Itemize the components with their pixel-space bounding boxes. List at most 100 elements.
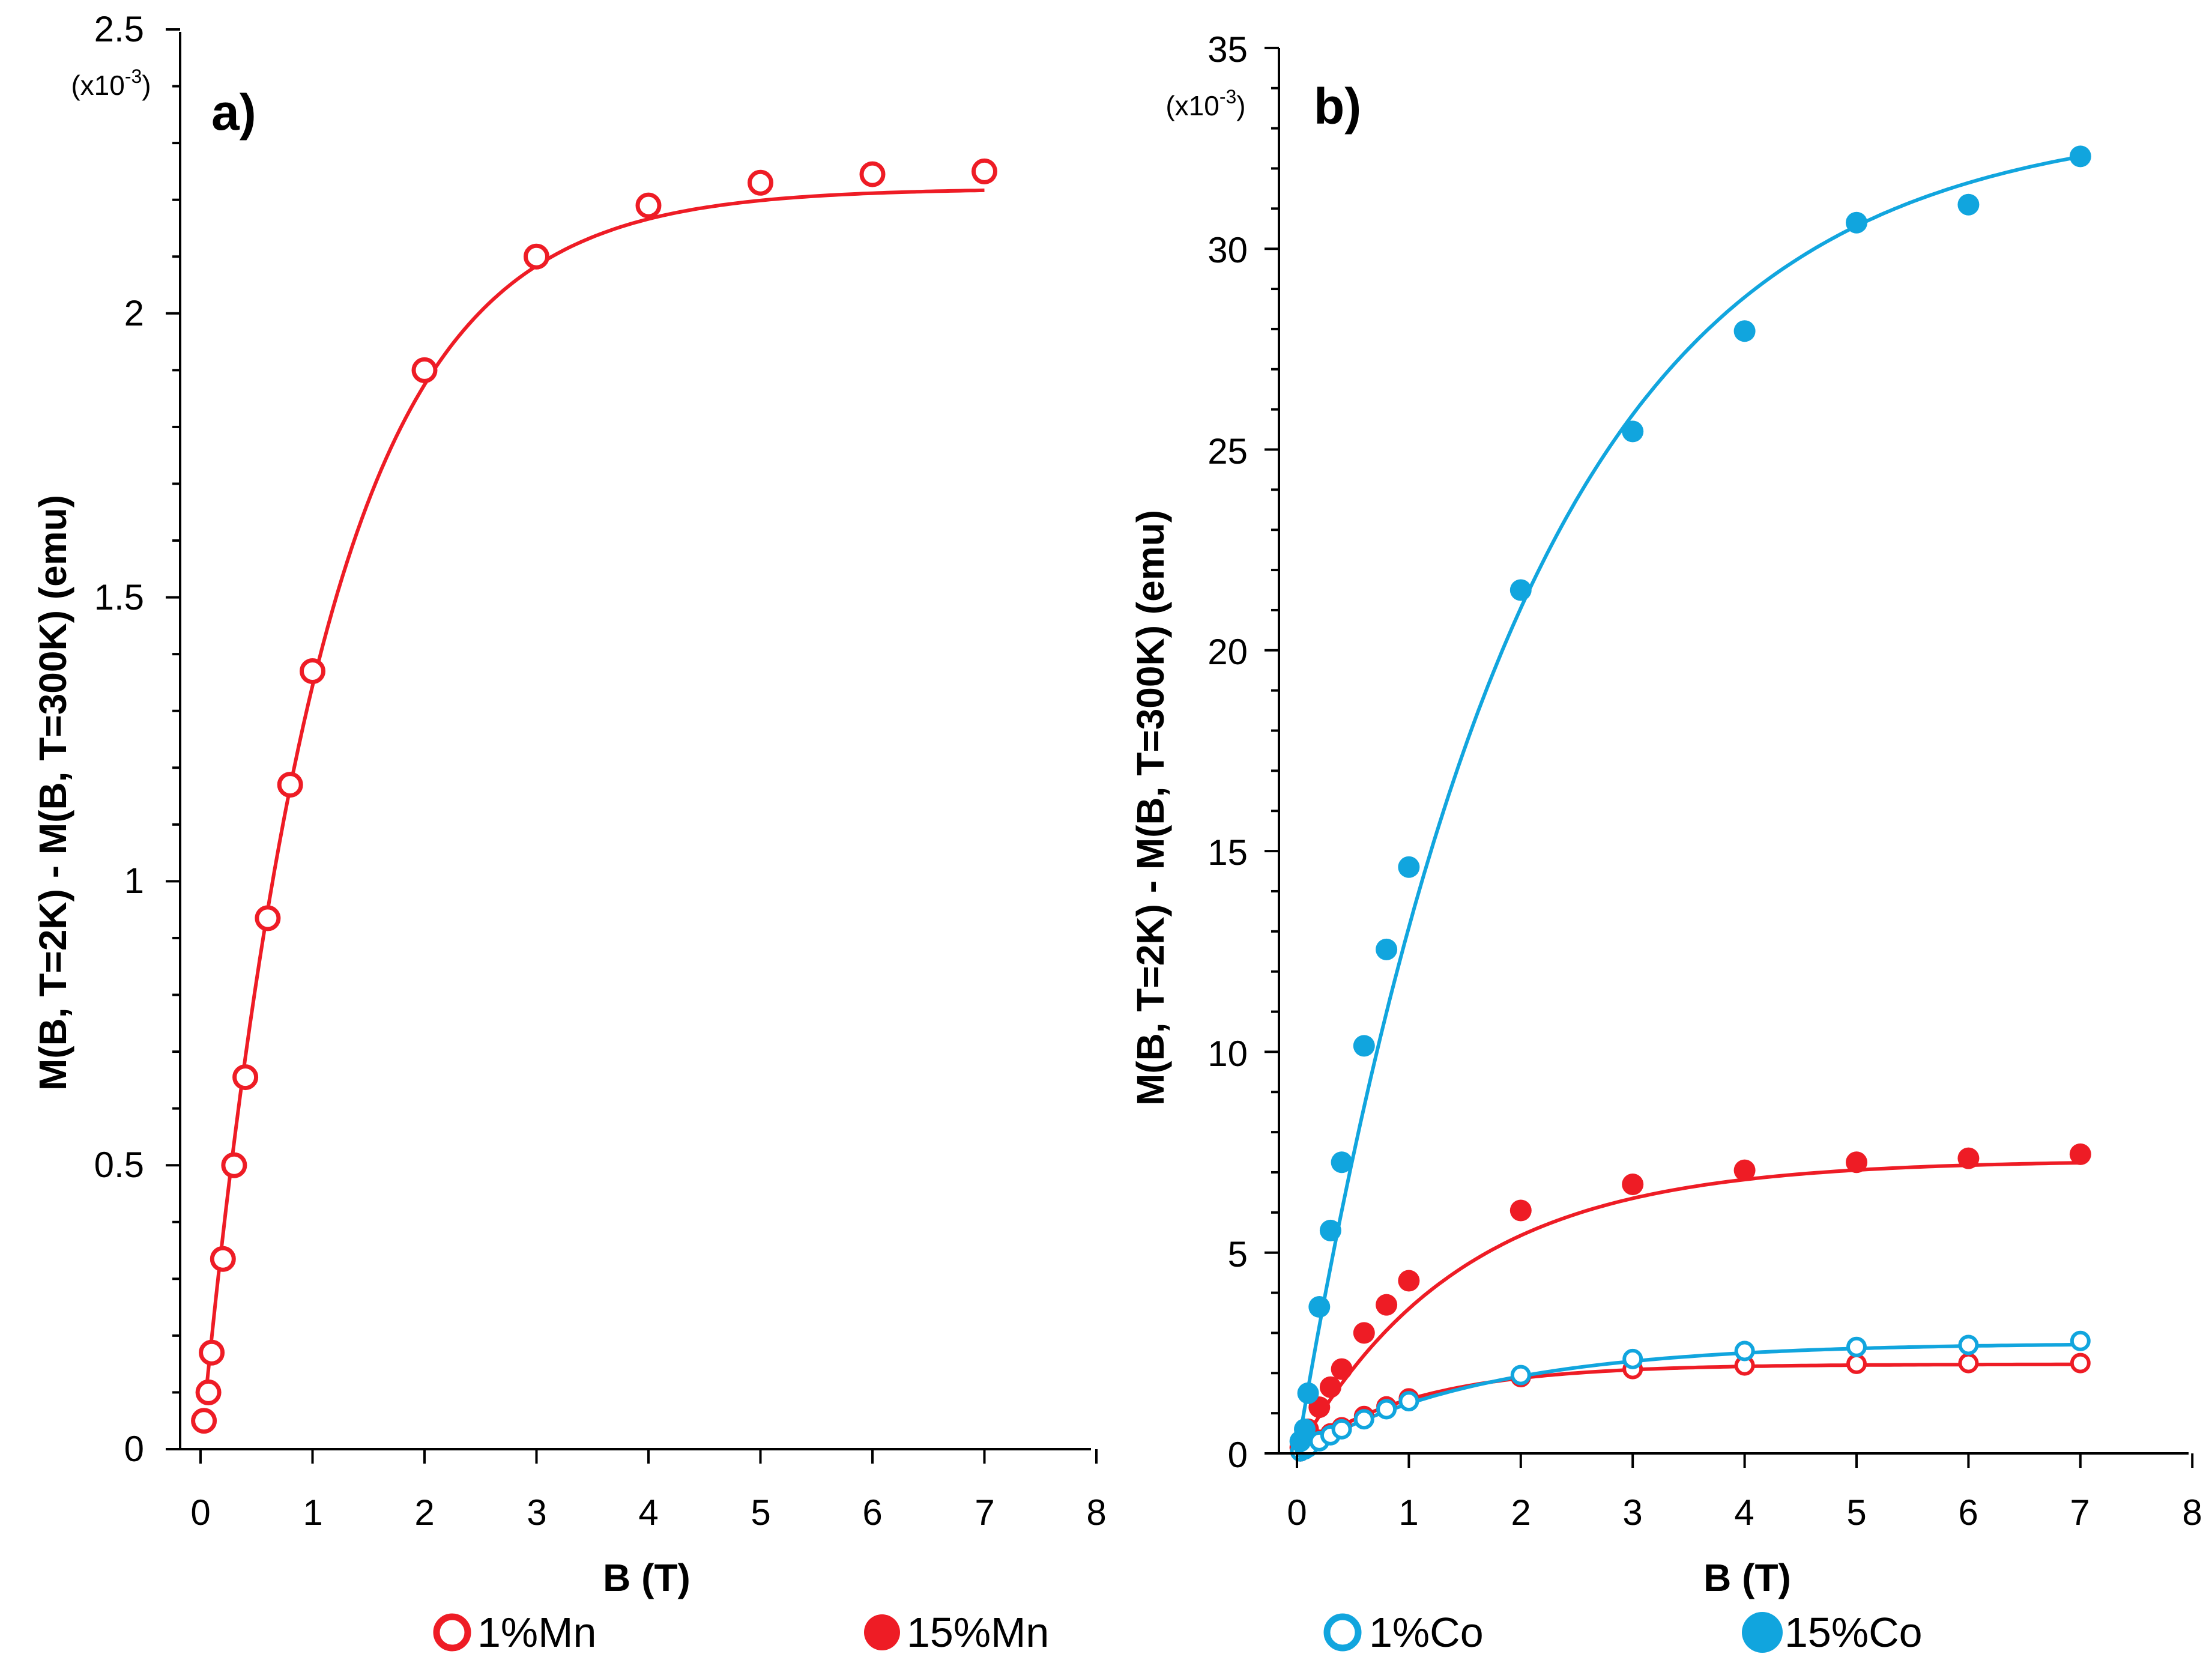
panel-b-point-15pct-mn <box>1331 1358 1353 1380</box>
panel-b-point-1pct-mn <box>1958 1352 1979 1374</box>
panel-b-point-1pct-co <box>1510 1365 1531 1386</box>
panel-b-point-1pct-co <box>1622 1348 1643 1369</box>
panel-b-y-tick-label: 15 <box>1207 832 1248 873</box>
panel-a-x-axis-title: B (T) <box>603 1556 690 1599</box>
panel-a-point-1pct-mn <box>748 169 773 196</box>
legend-item-1pct-mn: 1%Mn <box>433 1609 596 1656</box>
panel-a-y-tick-label: 1.5 <box>94 577 144 617</box>
legend-label: 15%Co <box>1784 1609 1923 1656</box>
panel-b-y-multiplier: (x10-3) <box>1165 86 1245 121</box>
legend-marker-filled-red <box>864 1614 900 1650</box>
panel-b-x-tick-label: 8 <box>2182 1492 2202 1533</box>
panel-b-point-1pct-mn <box>1846 1353 1867 1374</box>
panel-b-point-15pct-mn <box>1733 1159 1756 1181</box>
panel-b-y-tick-label: 5 <box>1228 1234 1248 1274</box>
panel-a-point-1pct-mn <box>199 1339 225 1366</box>
panel-a-y-tick-label: 0.5 <box>94 1145 144 1185</box>
panel-b-point-1pct-co <box>1331 1419 1352 1440</box>
panel-b-y-tick-label: 25 <box>1207 431 1248 471</box>
panel-b-fit-line-1pct-mn <box>1296 1362 2081 1455</box>
panel-b-point-1pct-co <box>1846 1336 1867 1357</box>
panel-b-label: b) <box>1314 78 1361 135</box>
panel-a-x-tick-label: 6 <box>862 1492 882 1533</box>
panel-b-fit-line-15pct-co <box>1295 154 2081 1454</box>
panel-b-point-15pct-co <box>1398 856 1420 878</box>
panel-b-x-tick-label: 7 <box>2070 1492 2090 1533</box>
panel-b-point-15pct-co <box>1294 1418 1316 1440</box>
panel-b-x-tick-label: 0 <box>1287 1492 1307 1533</box>
panel-b-x-tick-label: 4 <box>1734 1492 1754 1533</box>
panel-b-point-1pct-co <box>1398 1391 1419 1412</box>
panel-b-point-15pct-co <box>1319 1219 1341 1241</box>
panel-b-x-axis-title: B (T) <box>1703 1556 1791 1599</box>
panel-a-y-tick-label: 2.5 <box>94 9 144 49</box>
panel-a-x-tick-label: 4 <box>638 1492 658 1533</box>
panel-b-x-tick-label: 6 <box>1958 1492 1978 1533</box>
panel-a-x-tick-label: 7 <box>975 1492 994 1533</box>
panel-b-point-1pct-co <box>1376 1399 1397 1420</box>
legend-item-1pct-co: 1%Co <box>1323 1609 1484 1656</box>
legend-label: 1%Mn <box>477 1609 596 1656</box>
panel-b-fit-line-1pct-co <box>1296 1342 2081 1455</box>
panel-a-axis-ticks <box>166 28 1098 1464</box>
panel-a-chart: 0 1 2 3 4 5 6 7 8 0 0.5 1 1.5 2 2.5 (x10… <box>31 9 1107 1599</box>
panel-b-point-15pct-co <box>1733 320 1756 342</box>
panel-b-point-15pct-mn <box>1509 1199 1532 1222</box>
panel-a-point-1pct-mn <box>191 1408 217 1434</box>
panel-a-point-1pct-mn <box>635 192 662 219</box>
panel-a-point-1pct-mn <box>255 905 281 931</box>
panel-a-fit-line-1pct-mn <box>204 188 985 1392</box>
panel-b-point-15pct-co <box>1846 211 1867 234</box>
panel-a-point-1pct-mn <box>524 243 549 270</box>
panel-b-point-15pct-mn <box>1398 1270 1420 1292</box>
legend-marker-hollow-red <box>433 1613 471 1652</box>
panel-b-point-1pct-mn <box>2070 1352 2091 1374</box>
panel-a-y-tick-label: 2 <box>124 293 144 333</box>
panel-b-x-tick-label: 3 <box>1622 1492 1642 1533</box>
panel-b-y-tick-label: 20 <box>1207 632 1248 672</box>
panel-a-x-tick-label: 2 <box>414 1492 434 1533</box>
panel-a-x-tick-label: 0 <box>190 1492 210 1533</box>
panel-b-plot-area <box>1289 145 2091 1462</box>
panel-a-point-1pct-mn <box>232 1064 259 1091</box>
legend-label: 15%Mn <box>907 1609 1049 1656</box>
panel-a-label: a) <box>211 84 256 141</box>
panel-a-y-tick-label: 0 <box>124 1429 144 1469</box>
panel-a-y-multiplier: (x10-3) <box>71 65 151 101</box>
panel-a-y-axis-title: M(B, T=2K) - M(B, T=300K) (emu) <box>31 495 74 1091</box>
panel-b-y-tick-label: 35 <box>1207 29 1248 70</box>
panel-b-point-15pct-mn <box>1353 1322 1375 1344</box>
panel-b-y-tick-label: 10 <box>1207 1034 1248 1074</box>
panel-b-point-15pct-co <box>1308 1296 1331 1318</box>
panel-a-point-1pct-mn <box>221 1152 247 1178</box>
panel-b-point-15pct-mn <box>1957 1147 1980 1169</box>
panel-b-point-15pct-mn <box>1846 1151 1867 1174</box>
panel-b-x-tick-label: 1 <box>1398 1492 1418 1533</box>
panel-b-x-tick-label: 2 <box>1511 1492 1531 1533</box>
panel-a-point-1pct-mn <box>210 1246 236 1272</box>
panel-b-x-tick-label: 5 <box>1846 1492 1866 1533</box>
panel-b-point-15pct-mn <box>1319 1376 1341 1398</box>
legend-item-15pct-mn: 15%Mn <box>864 1609 1049 1656</box>
panel-b-point-1pct-co <box>2070 1330 2091 1351</box>
panel-b-fit-line-15pct-mn <box>1295 1161 2081 1455</box>
legend-marker-filled-blue <box>1742 1612 1783 1653</box>
panel-a-x-tick-label: 5 <box>751 1492 770 1533</box>
panel-b-point-15pct-co <box>2069 145 2091 168</box>
panel-a-point-1pct-mn <box>972 158 997 184</box>
panel-b-y-tick-label: 0 <box>1228 1435 1248 1475</box>
panel-b-axis-ticks <box>1265 46 2194 1468</box>
panel-a-point-1pct-mn <box>277 772 303 798</box>
panel-b-point-15pct-co <box>1622 420 1644 443</box>
panel-b-y-tick-label: 30 <box>1207 230 1248 270</box>
panel-b-point-15pct-co <box>1331 1151 1353 1174</box>
panel-b-point-15pct-co <box>1353 1035 1375 1057</box>
panel-a-x-tick-label: 3 <box>527 1492 546 1533</box>
panel-b-chart: 0 1 2 3 4 5 6 7 8 0 5 10 15 20 25 30 35 … <box>1129 29 2202 1599</box>
panel-b-point-15pct-co <box>1297 1382 1319 1404</box>
legend-label: 1%Co <box>1369 1609 1484 1656</box>
panel-b-point-1pct-co <box>1958 1334 1979 1355</box>
panel-a-point-1pct-mn <box>300 658 325 684</box>
panel-b-point-15pct-co <box>1376 938 1398 960</box>
